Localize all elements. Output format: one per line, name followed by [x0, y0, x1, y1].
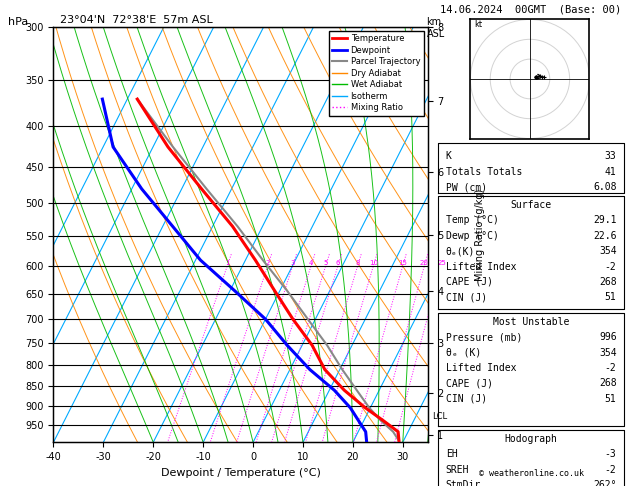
Text: kt: kt [474, 20, 482, 29]
Text: Mixing Ratio (g/kg): Mixing Ratio (g/kg) [476, 189, 486, 280]
Text: Totals Totals: Totals Totals [446, 167, 522, 177]
Text: EH: EH [446, 450, 457, 459]
Text: -2: -2 [605, 465, 616, 475]
Text: ASL: ASL [426, 29, 445, 39]
Text: © weatheronline.co.uk: © weatheronline.co.uk [479, 469, 584, 478]
Text: Temp (°C): Temp (°C) [446, 215, 499, 226]
Text: CIN (J): CIN (J) [446, 394, 487, 404]
Text: Lifted Index: Lifted Index [446, 261, 516, 272]
Text: Surface: Surface [511, 200, 552, 210]
Text: 51: 51 [605, 292, 616, 302]
Text: 15: 15 [398, 260, 407, 266]
Text: 33: 33 [605, 152, 616, 161]
Text: 354: 354 [599, 348, 616, 358]
Text: 29.1: 29.1 [593, 215, 616, 226]
Text: 4: 4 [309, 260, 313, 266]
Legend: Temperature, Dewpoint, Parcel Trajectory, Dry Adiabat, Wet Adiabat, Isotherm, Mi: Temperature, Dewpoint, Parcel Trajectory… [329, 31, 423, 116]
Text: K: K [446, 152, 452, 161]
Text: 996: 996 [599, 332, 616, 343]
Text: 3: 3 [291, 260, 295, 266]
Text: -2: -2 [605, 363, 616, 373]
Text: Most Unstable: Most Unstable [493, 317, 569, 327]
Text: 14.06.2024  00GMT  (Base: 00): 14.06.2024 00GMT (Base: 00) [440, 5, 621, 15]
X-axis label: Dewpoint / Temperature (°C): Dewpoint / Temperature (°C) [160, 468, 321, 478]
Text: 41: 41 [605, 167, 616, 177]
Text: 8: 8 [355, 260, 360, 266]
Text: 20: 20 [420, 260, 429, 266]
Text: Dewp (°C): Dewp (°C) [446, 231, 499, 241]
Text: θₑ (K): θₑ (K) [446, 348, 481, 358]
Text: CAPE (J): CAPE (J) [446, 379, 493, 388]
Text: 1: 1 [225, 260, 230, 266]
Text: Hodograph: Hodograph [504, 434, 558, 444]
Text: 268: 268 [599, 379, 616, 388]
Text: Lifted Index: Lifted Index [446, 363, 516, 373]
Text: 25: 25 [437, 260, 446, 266]
Text: 22.6: 22.6 [593, 231, 616, 241]
Text: CIN (J): CIN (J) [446, 292, 487, 302]
Text: -2: -2 [605, 261, 616, 272]
Text: 268: 268 [599, 277, 616, 287]
Text: 23°04'N  72°38'E  57m ASL: 23°04'N 72°38'E 57m ASL [53, 15, 213, 25]
Text: -3: -3 [605, 450, 616, 459]
Text: PW (cm): PW (cm) [446, 182, 487, 192]
Text: 262°: 262° [593, 480, 616, 486]
Text: km: km [426, 17, 442, 27]
Text: CAPE (J): CAPE (J) [446, 277, 493, 287]
Text: StmDir: StmDir [446, 480, 481, 486]
Text: LCL: LCL [432, 412, 447, 421]
Text: Pressure (mb): Pressure (mb) [446, 332, 522, 343]
Text: 354: 354 [599, 246, 616, 256]
Text: hPa: hPa [8, 17, 28, 27]
Text: 51: 51 [605, 394, 616, 404]
Text: 5: 5 [323, 260, 328, 266]
Text: 6.08: 6.08 [593, 182, 616, 192]
Text: 10: 10 [369, 260, 378, 266]
Text: 2: 2 [265, 260, 270, 266]
Text: 6: 6 [336, 260, 340, 266]
Text: SREH: SREH [446, 465, 469, 475]
Text: θₑ(K): θₑ(K) [446, 246, 476, 256]
